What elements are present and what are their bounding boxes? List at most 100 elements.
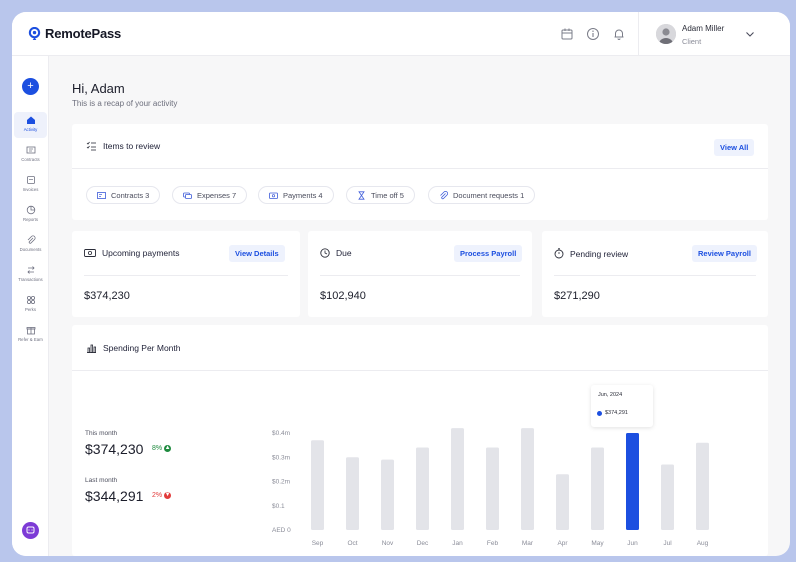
- this-month-label: This month: [85, 430, 118, 437]
- pending-review-title: Pending review: [554, 248, 628, 259]
- review-chip-payments[interactable]: Payments 4: [258, 186, 334, 204]
- tooltip-value: $374,291: [605, 410, 628, 416]
- bell-icon[interactable]: [612, 27, 626, 41]
- spending-title: Spending Per Month: [86, 343, 181, 353]
- chip-label: Contracts 3: [111, 190, 150, 200]
- bar-apr[interactable]: [556, 474, 569, 530]
- calendar-icon[interactable]: [560, 27, 574, 41]
- view-all-button[interactable]: View All: [714, 139, 755, 156]
- top-bar: RemotePass Adam M: [12, 12, 790, 56]
- sidebar-item-label: Documents: [19, 247, 42, 252]
- avatar: [656, 24, 676, 44]
- brand-name: RemotePass: [45, 26, 122, 41]
- sidebar-item-transactions[interactable]: Transactions: [14, 262, 47, 288]
- sidebar-item-reports[interactable]: Reports: [14, 202, 47, 228]
- sidebar-item-label: Transactions: [18, 277, 43, 282]
- y-tick-label: $0.1: [272, 503, 285, 510]
- bar-aug[interactable]: [696, 442, 709, 530]
- x-tick-label: Aug: [697, 540, 709, 547]
- bar-sep[interactable]: [311, 440, 324, 530]
- view-details-button[interactable]: View Details: [229, 245, 285, 262]
- review-chip-expenses[interactable]: Expenses 7: [172, 186, 248, 204]
- x-tick-label: Jun: [627, 540, 638, 547]
- spending-title-label: Spending Per Month: [103, 343, 181, 353]
- last-month-amount: $344,291: [85, 488, 144, 504]
- due-card: Due Process Payroll $102,940: [308, 231, 532, 317]
- pending-review-card: Pending review Review Payroll $271,290: [542, 231, 768, 317]
- bar-may[interactable]: [591, 447, 604, 530]
- y-tick-label: $0.2m: [272, 479, 290, 486]
- bar-jun[interactable]: [626, 433, 639, 530]
- chip-label: Time off 5: [371, 190, 404, 200]
- this-month-change: 8% ▲: [152, 445, 172, 452]
- sidebar-item-perks[interactable]: Perks: [14, 292, 47, 318]
- stat-title: Due: [336, 248, 352, 258]
- clock-icon: [320, 248, 330, 258]
- paperclip-icon: [27, 235, 35, 244]
- bar-chart-icon: [87, 344, 97, 353]
- sidebar-item-refer-earn[interactable]: Refer & Earn: [14, 322, 47, 348]
- review-chip-contracts[interactable]: Contracts 3: [86, 186, 161, 204]
- sidebar-item-label: Refer & Earn: [18, 337, 43, 342]
- x-tick-label: May: [591, 540, 604, 547]
- sidebar-item-label: Perks: [25, 307, 36, 312]
- add-button[interactable]: +: [22, 78, 39, 95]
- invoices-icon: [26, 176, 35, 184]
- user-role: Client: [682, 37, 702, 46]
- last-month-change: 2% ▼: [152, 492, 172, 499]
- x-tick-label: Oct: [347, 540, 357, 547]
- stat-title: Upcoming payments: [102, 248, 180, 258]
- sidebar-item-label: Invoices: [22, 187, 39, 192]
- chevron-down-icon[interactable]: [745, 29, 755, 39]
- bar-mar[interactable]: [521, 428, 534, 530]
- bar-feb[interactable]: [486, 447, 499, 530]
- sidebar-item-label: Contracts: [21, 157, 40, 162]
- x-tick-label: Dec: [417, 540, 429, 547]
- chip-label: Expenses 7: [197, 190, 237, 200]
- hourglass-icon: [358, 190, 365, 200]
- chip-label: Document requests 1: [453, 190, 525, 200]
- stat-title: Pending review: [570, 248, 629, 259]
- sidebar-item-contracts[interactable]: Contracts: [14, 142, 47, 168]
- this-month-change-value: 8%: [152, 445, 163, 452]
- spending-bar-chart: AED 0 $0.1 $0.2m $0.3m $0.4m Sep Oct Nov Dec Jan F…: [272, 428, 709, 547]
- sidebar-item-activity[interactable]: Activity: [14, 112, 47, 138]
- due-amount: $102,940: [320, 290, 366, 302]
- x-tick-label: Sep: [312, 540, 324, 547]
- bar-dec[interactable]: [416, 447, 429, 530]
- avatar-photo-icon: [656, 24, 676, 44]
- review-payroll-button[interactable]: Review Payroll: [692, 245, 757, 262]
- cash-icon: [84, 249, 96, 257]
- user-menu[interactable]: Adam Miller Client: [638, 12, 790, 56]
- tooltip-title: Jun, 2024: [598, 392, 623, 398]
- info-icon[interactable]: [586, 27, 600, 41]
- sidebar-item-documents[interactable]: Documents: [14, 232, 47, 258]
- support-chat-button[interactable]: [22, 522, 39, 539]
- brand-logo[interactable]: RemotePass: [28, 26, 121, 41]
- card-divider: [554, 275, 756, 276]
- tooltip-series-dot: [597, 410, 602, 416]
- y-tick-label: $0.3m: [272, 454, 290, 461]
- perks-icon: [26, 295, 35, 305]
- items-to-review-card: Items to review View All: [72, 124, 768, 220]
- review-chip-time-off[interactable]: Time off 5: [346, 186, 415, 204]
- review-chip-document-requests[interactable]: Document requests 1: [428, 186, 536, 204]
- chip-label: Payments 4: [283, 190, 323, 200]
- bar-jan[interactable]: [451, 428, 464, 530]
- card-divider: [84, 275, 288, 276]
- logo-mark-icon: [28, 27, 41, 40]
- y-tick-label: AED 0: [272, 527, 291, 534]
- user-name: Adam Miller: [682, 24, 725, 33]
- items-to-review-label: Items to review: [103, 141, 161, 151]
- x-tick-label: Nov: [382, 540, 394, 547]
- spending-per-month-card: Spending Per Month This month $374,230 8…: [72, 325, 768, 556]
- process-payroll-button[interactable]: Process Payroll: [454, 245, 523, 262]
- sidebar-item-invoices[interactable]: Invoices: [14, 172, 47, 198]
- bar-nov[interactable]: [381, 459, 394, 530]
- last-month-label: Last month: [85, 477, 118, 484]
- arrow-down-icon: ▼: [164, 492, 172, 499]
- arrow-up-icon: ▲: [164, 445, 172, 452]
- card-divider: [72, 168, 768, 169]
- bar-jul[interactable]: [661, 464, 674, 530]
- bar-oct[interactable]: [346, 457, 359, 530]
